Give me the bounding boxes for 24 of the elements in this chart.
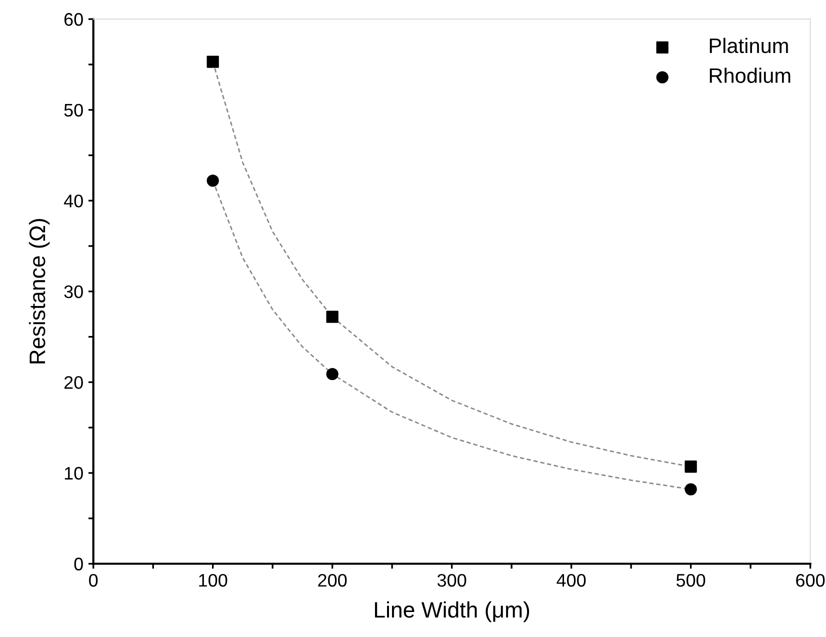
y-tick-label: 20 bbox=[64, 376, 83, 389]
point bbox=[684, 460, 697, 473]
x-tick-label: 600 bbox=[796, 574, 825, 587]
x-tick-label: 100 bbox=[199, 574, 228, 587]
x-tick-label: 300 bbox=[437, 574, 466, 587]
x-tick-label: 200 bbox=[318, 574, 347, 587]
x-tick-label: 400 bbox=[556, 574, 586, 587]
y-tick-label: 60 bbox=[64, 13, 83, 26]
x-tick-label: 0 bbox=[89, 574, 98, 587]
legend-label: Rhodium bbox=[710, 68, 790, 83]
y-tick-label: 0 bbox=[74, 558, 83, 570]
point bbox=[326, 310, 338, 323]
point bbox=[684, 483, 697, 496]
y-tick-label: 30 bbox=[64, 285, 83, 298]
y-axis-title: Resistance (Ω) bbox=[28, 219, 50, 364]
x-axis-title: Line Width (μm) bbox=[375, 601, 530, 622]
y-tick-label: 10 bbox=[64, 466, 83, 480]
y-tick-label: 50 bbox=[64, 104, 83, 117]
point bbox=[326, 368, 338, 380]
legend-label: Platinum bbox=[710, 38, 788, 54]
x-tick-label: 500 bbox=[676, 574, 706, 587]
point bbox=[206, 56, 219, 68]
y-tick-label: 40 bbox=[64, 194, 83, 208]
point bbox=[206, 174, 219, 187]
